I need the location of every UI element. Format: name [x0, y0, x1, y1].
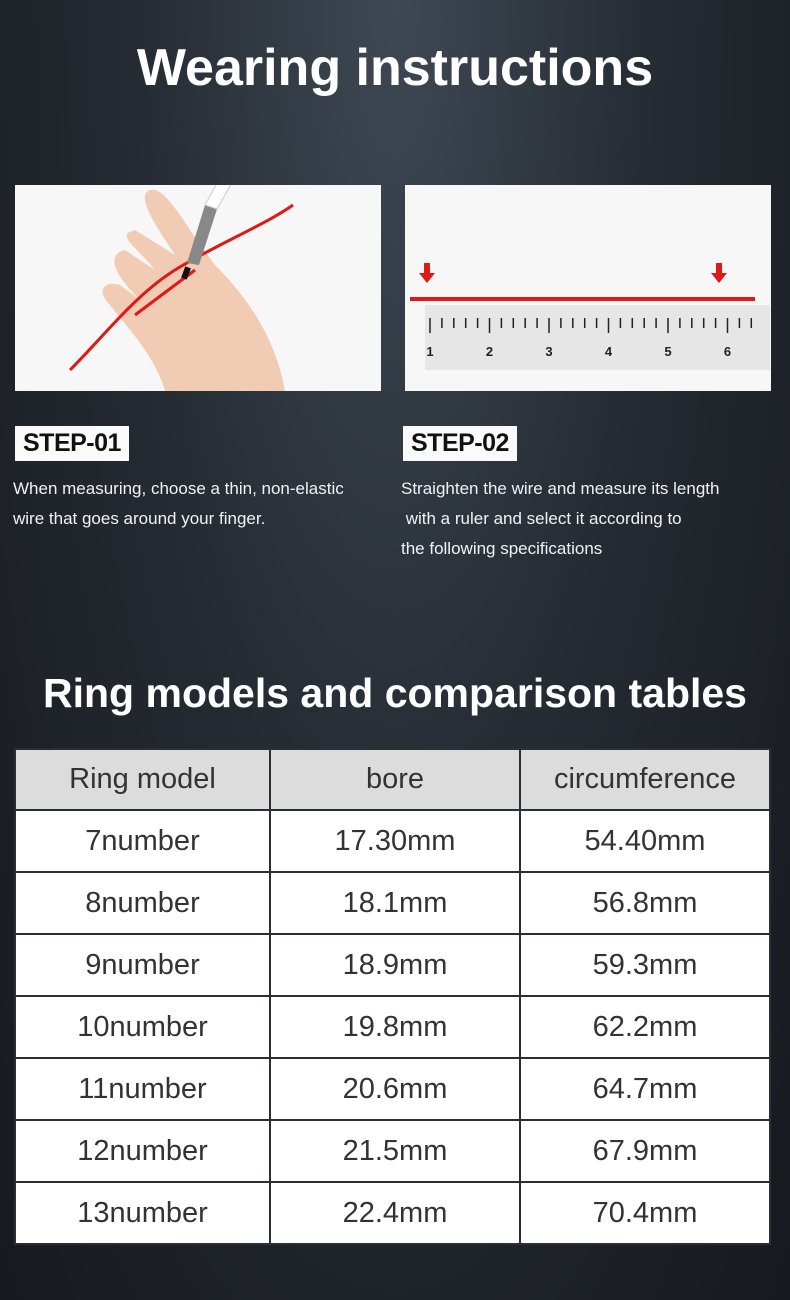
table-row: 12number 21.5mm 67.9mm — [14, 1119, 771, 1183]
table-title: Ring models and comparison tables — [43, 670, 747, 716]
cell-bore: 17.30mm — [269, 809, 521, 873]
ruler-tick-label: 6 — [724, 344, 731, 359]
cell-ring-model: 13number — [14, 1181, 271, 1245]
table-row: 10number 19.8mm 62.2mm — [14, 995, 771, 1059]
arrow-down-icon — [711, 263, 727, 283]
cell-ring-model: 9number — [14, 933, 271, 997]
cell-ring-model: 8number — [14, 871, 271, 935]
cell-circumference: 62.2mm — [519, 995, 771, 1059]
ruler-tick-label: 2 — [486, 344, 493, 359]
cell-bore: 18.9mm — [269, 933, 521, 997]
finger-wire-image — [15, 185, 381, 391]
cell-bore: 20.6mm — [269, 1057, 521, 1121]
cell-ring-model: 7number — [14, 809, 271, 873]
step-02-label: STEP-02 — [403, 426, 517, 461]
cell-ring-model: 12number — [14, 1119, 271, 1183]
cell-bore: 18.1mm — [269, 871, 521, 935]
ruler-tick-label: 3 — [545, 344, 552, 359]
ruler-tick-label: 4 — [605, 344, 613, 359]
step-01-label: STEP-01 — [15, 426, 129, 461]
ruler-tick-label: 5 — [664, 344, 671, 359]
header-ring-model: Ring model — [14, 748, 271, 811]
ring-size-table: Ring model bore circumference 7number 17.… — [14, 748, 771, 1245]
table-row: 8number 18.1mm 56.8mm — [14, 871, 771, 935]
cell-bore: 22.4mm — [269, 1181, 521, 1245]
cell-bore: 19.8mm — [269, 995, 521, 1059]
cell-ring-model: 10number — [14, 995, 271, 1059]
cell-circumference: 67.9mm — [519, 1119, 771, 1183]
cell-ring-model: 11number — [14, 1057, 271, 1121]
cell-circumference: 70.4mm — [519, 1181, 771, 1245]
cell-circumference: 56.8mm — [519, 871, 771, 935]
table-header-row: Ring model bore circumference — [14, 748, 771, 811]
header-bore: bore — [269, 748, 521, 811]
cell-circumference: 54.40mm — [519, 809, 771, 873]
table-row: 11number 20.6mm 64.7mm — [14, 1057, 771, 1121]
step-01-text: When measuring, choose a thin, non-elast… — [13, 479, 344, 528]
header-circumference: circumference — [519, 748, 771, 811]
ruler-tick-label: 1 — [426, 344, 433, 359]
cell-bore: 21.5mm — [269, 1119, 521, 1183]
arrow-down-icon — [419, 263, 435, 283]
cell-circumference: 64.7mm — [519, 1057, 771, 1121]
step-02-text: Straighten the wire and measure its leng… — [401, 479, 720, 558]
page-title: Wearing instructions — [136, 39, 654, 97]
ruler-image: 1 2 3 4 5 6 — [405, 185, 771, 391]
table-row: 9number 18.9mm 59.3mm — [14, 933, 771, 997]
table-row: 13number 22.4mm 70.4mm — [14, 1181, 771, 1245]
cell-circumference: 59.3mm — [519, 933, 771, 997]
table-row: 7number 17.30mm 54.40mm — [14, 809, 771, 873]
